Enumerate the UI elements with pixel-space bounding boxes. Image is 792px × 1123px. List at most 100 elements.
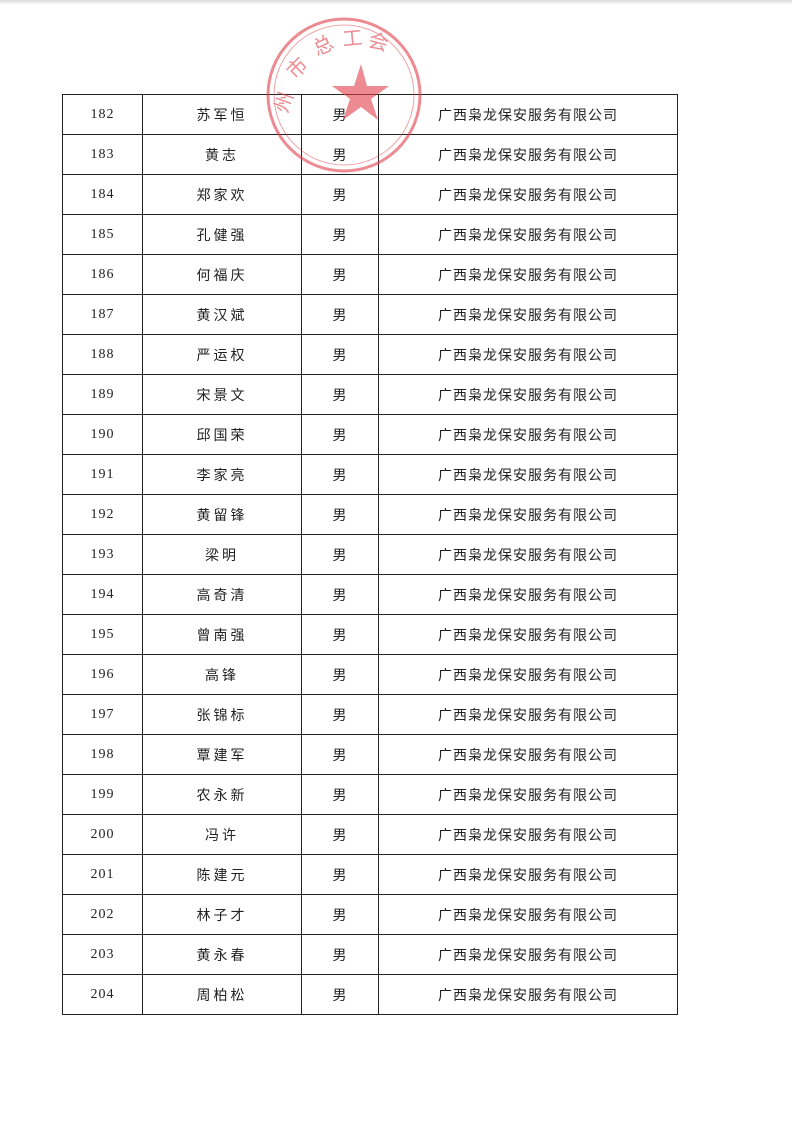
person-name: 曾南强 (142, 614, 302, 655)
row-number: 199 (62, 774, 143, 815)
row-number: 192 (62, 494, 143, 535)
gender: 男 (301, 694, 379, 735)
row-number: 200 (62, 814, 143, 855)
gender: 男 (301, 334, 379, 375)
svg-text:工: 工 (341, 25, 363, 51)
company-name: 广西枭龙保安服务有限公司 (378, 134, 678, 175)
row-number: 189 (62, 374, 143, 415)
person-name: 孔健强 (142, 214, 302, 255)
company-name: 广西枭龙保安服务有限公司 (378, 654, 678, 695)
row-number: 183 (62, 134, 143, 175)
gender: 男 (301, 454, 379, 495)
gender: 男 (301, 494, 379, 535)
gender: 男 (301, 854, 379, 895)
table-row: 204 周柏松男广西枭龙保安服务有限公司 (62, 974, 678, 1015)
company-name: 广西枭龙保安服务有限公司 (378, 694, 678, 735)
table-row: 201 陈建元男广西枭龙保安服务有限公司 (62, 854, 678, 895)
table-row: 187 黄汉斌男广西枭龙保安服务有限公司 (62, 294, 678, 335)
company-name: 广西枭龙保安服务有限公司 (378, 454, 678, 495)
company-name: 广西枭龙保安服务有限公司 (378, 94, 678, 135)
gender: 男 (301, 94, 379, 135)
person-name: 高锋 (142, 654, 302, 695)
company-name: 广西枭龙保安服务有限公司 (378, 814, 678, 855)
person-name: 宋景文 (142, 374, 302, 415)
company-name: 广西枭龙保安服务有限公司 (378, 534, 678, 575)
gender: 男 (301, 374, 379, 415)
company-name: 广西枭龙保安服务有限公司 (378, 174, 678, 215)
row-number: 202 (62, 894, 143, 935)
person-name: 黄汉斌 (142, 294, 302, 335)
table-row: 193 梁明男广西枭龙保安服务有限公司 (62, 534, 678, 575)
person-name: 高奇清 (142, 574, 302, 615)
company-name: 广西枭龙保安服务有限公司 (378, 574, 678, 615)
table-body: 182 苏军恒男广西枭龙保安服务有限公司 183 黄志男广西枭龙保安服务有限公司 184… (62, 94, 678, 1015)
table-row: 186 何福庆男广西枭龙保安服务有限公司 (62, 254, 678, 295)
person-name: 黄永春 (142, 934, 302, 975)
row-number: 191 (62, 454, 143, 495)
row-number: 182 (62, 94, 143, 135)
row-number: 196 (62, 654, 143, 695)
table-row: 194 高奇清男广西枭龙保安服务有限公司 (62, 574, 678, 615)
table-row: 185 孔健强男广西枭龙保安服务有限公司 (62, 214, 678, 255)
table-row: 202 林子才男广西枭龙保安服务有限公司 (62, 894, 678, 935)
company-name: 广西枭龙保安服务有限公司 (378, 494, 678, 535)
table-row: 199 农永新男广西枭龙保安服务有限公司 (62, 774, 678, 815)
person-name: 李家亮 (142, 454, 302, 495)
company-name: 广西枭龙保安服务有限公司 (378, 854, 678, 895)
row-number: 194 (62, 574, 143, 615)
company-name: 广西枭龙保安服务有限公司 (378, 934, 678, 975)
gender: 男 (301, 294, 379, 335)
person-name: 陈建元 (142, 854, 302, 895)
table-row: 184 郑家欢男广西枭龙保安服务有限公司 (62, 174, 678, 215)
row-number: 201 (62, 854, 143, 895)
row-number: 203 (62, 934, 143, 975)
person-name: 严运权 (142, 334, 302, 375)
table-row: 195 曾南强男广西枭龙保安服务有限公司 (62, 614, 678, 655)
company-name: 广西枭龙保安服务有限公司 (378, 974, 678, 1015)
person-name: 周柏松 (142, 974, 302, 1015)
person-name: 林子才 (142, 894, 302, 935)
gender: 男 (301, 534, 379, 575)
gender: 男 (301, 574, 379, 615)
svg-text:总: 总 (309, 30, 337, 60)
gender: 男 (301, 974, 379, 1015)
row-number: 186 (62, 254, 143, 295)
table-row: 183 黄志男广西枭龙保安服务有限公司 (62, 134, 678, 175)
company-name: 广西枭龙保安服务有限公司 (378, 894, 678, 935)
scan-edge (0, 0, 792, 5)
row-number: 190 (62, 414, 143, 455)
table-row: 197 张锦标男广西枭龙保安服务有限公司 (62, 694, 678, 735)
company-name: 广西枭龙保安服务有限公司 (378, 254, 678, 295)
gender: 男 (301, 894, 379, 935)
svg-text:会: 会 (366, 28, 392, 56)
svg-text:市: 市 (282, 52, 313, 83)
row-number: 198 (62, 734, 143, 775)
company-name: 广西枭龙保安服务有限公司 (378, 614, 678, 655)
gender: 男 (301, 774, 379, 815)
person-name: 郑家欢 (142, 174, 302, 215)
company-name: 广西枭龙保安服务有限公司 (378, 734, 678, 775)
table-row: 189 宋景文男广西枭龙保安服务有限公司 (62, 374, 678, 415)
gender: 男 (301, 934, 379, 975)
person-name: 苏军恒 (142, 94, 302, 135)
person-name: 梁明 (142, 534, 302, 575)
gender: 男 (301, 134, 379, 175)
company-name: 广西枭龙保安服务有限公司 (378, 414, 678, 455)
gender: 男 (301, 614, 379, 655)
gender: 男 (301, 734, 379, 775)
gender: 男 (301, 174, 379, 215)
table-row: 182 苏军恒男广西枭龙保安服务有限公司 (62, 94, 678, 135)
gender: 男 (301, 414, 379, 455)
table-row: 191 李家亮男广西枭龙保安服务有限公司 (62, 454, 678, 495)
table-row: 190 邱国荣男广西枭龙保安服务有限公司 (62, 414, 678, 455)
person-name: 冯许 (142, 814, 302, 855)
table-row: 203 黄永春男广西枭龙保安服务有限公司 (62, 934, 678, 975)
person-name: 覃建军 (142, 734, 302, 775)
member-table: 182 苏军恒男广西枭龙保安服务有限公司 183 黄志男广西枭龙保安服务有限公司 184… (62, 94, 678, 1015)
company-name: 广西枭龙保安服务有限公司 (378, 774, 678, 815)
table-row: 198 覃建军男广西枭龙保安服务有限公司 (62, 734, 678, 775)
person-name: 何福庆 (142, 254, 302, 295)
table-row: 196 高锋男广西枭龙保安服务有限公司 (62, 654, 678, 695)
row-number: 197 (62, 694, 143, 735)
company-name: 广西枭龙保安服务有限公司 (378, 294, 678, 335)
